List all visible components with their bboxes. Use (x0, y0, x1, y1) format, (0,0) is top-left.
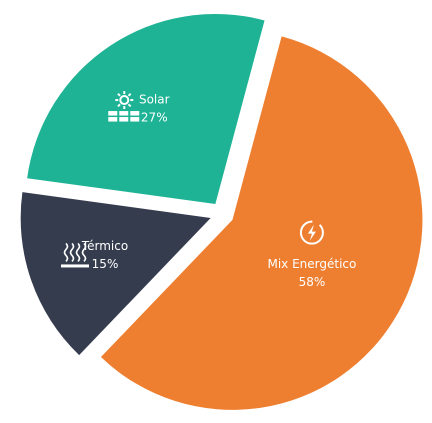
pie-slice (20, 192, 211, 356)
icon-bolt (307, 224, 316, 241)
pie-slice (27, 14, 265, 205)
icon-cell (119, 111, 129, 116)
icon-sun (119, 95, 130, 106)
icon-wave (63, 242, 69, 263)
slice-label: Térmico 15% (61, 239, 128, 271)
icon-cell (108, 111, 118, 116)
icon-ring (299, 220, 324, 245)
icon-wave (81, 242, 87, 263)
pie-slice (100, 36, 423, 410)
icon-base (61, 264, 90, 268)
icon-ray (117, 103, 121, 108)
value-label: 58% (299, 275, 326, 289)
icon-wave (75, 242, 81, 263)
icon-ray (127, 103, 132, 108)
icon-ray (117, 92, 121, 97)
icon-wave (69, 242, 75, 263)
category-label: Térmico (81, 239, 128, 253)
category-label: Solar (139, 93, 170, 107)
icon-cell (130, 117, 140, 122)
category-label: Mix Energético (267, 257, 356, 271)
value-label: 27% (141, 111, 168, 125)
icon-cell (108, 117, 118, 122)
value-label: 15% (92, 257, 119, 271)
icon-cell (130, 111, 140, 116)
icon-ray (127, 92, 132, 97)
slice-label: Solar 27% (108, 91, 170, 125)
slice-label: Mix Energético 58% (267, 220, 356, 289)
icon-cell (119, 117, 129, 122)
